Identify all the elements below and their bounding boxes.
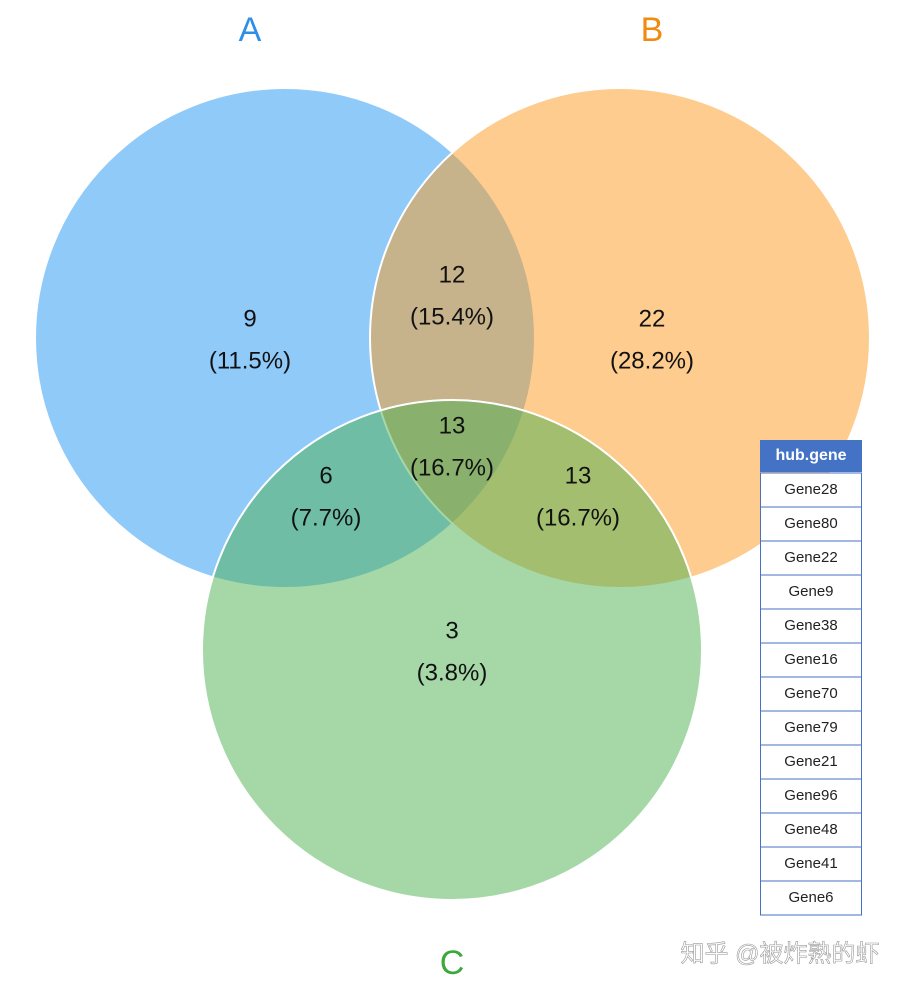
table-cell-text: Gene80 xyxy=(784,515,837,532)
region-count: 22 xyxy=(639,305,666,332)
table-cell xyxy=(760,676,862,712)
table-cell-text: Gene6 xyxy=(788,889,833,906)
table-cell xyxy=(760,778,862,814)
table-cell-text: Gene38 xyxy=(784,617,837,634)
labels: A B C 9 (11.5%) 22 (28.2%) 3 (3.8%) 12 (15.4%) 6 (7.… xyxy=(209,11,694,982)
circles xyxy=(34,87,871,901)
table-header-cell xyxy=(760,440,862,472)
table-cell xyxy=(760,744,862,780)
table-cell-text: Gene9 xyxy=(788,583,833,600)
table-cell xyxy=(760,880,862,916)
region-count: 9 xyxy=(243,305,256,332)
table-cell xyxy=(760,574,862,610)
table-cell xyxy=(760,608,862,644)
region-percent: (15.4%) xyxy=(410,303,494,330)
region-percent: (3.8%) xyxy=(417,659,488,686)
table-cell-text: Gene16 xyxy=(784,651,837,668)
set-label: A xyxy=(239,11,262,49)
table-cell-text: Gene96 xyxy=(784,787,837,804)
region-count: 3 xyxy=(445,617,458,644)
set-label: C xyxy=(440,944,465,982)
table-cell-text: Gene70 xyxy=(784,685,837,702)
table-cell xyxy=(760,506,862,542)
table-header: hub.gene xyxy=(775,447,846,464)
hub-gene-table: hub.gene Gene28 Gene80 Gene22 Gene9 Gene38 Gen… xyxy=(760,440,862,916)
table-cell-text: Gene28 xyxy=(784,481,837,498)
table-cell-text: Gene22 xyxy=(784,549,837,566)
region-count: 12 xyxy=(439,261,466,288)
region-percent: (16.7%) xyxy=(536,504,620,531)
table-cell-text: Gene21 xyxy=(784,753,837,770)
table-cell-text: Gene41 xyxy=(784,855,837,872)
watermark: 知乎 @被炸熟的虾 xyxy=(680,940,879,967)
region-count: 6 xyxy=(319,462,332,489)
table-cell xyxy=(760,812,862,848)
region-count: 13 xyxy=(439,412,466,439)
table-cell xyxy=(760,540,862,576)
set-label: B xyxy=(641,11,664,49)
region-percent: (7.7%) xyxy=(291,504,362,531)
table-cell xyxy=(760,642,862,678)
table-cell-text: Gene48 xyxy=(784,821,837,838)
region-count: 13 xyxy=(565,462,592,489)
region-percent: (28.2%) xyxy=(610,347,694,374)
table-cell-text: Gene79 xyxy=(784,719,837,736)
table-cell xyxy=(760,846,862,882)
set-circle xyxy=(201,399,703,901)
table-cell xyxy=(760,710,862,746)
region-percent: (11.5%) xyxy=(209,347,291,374)
region-percent: (16.7%) xyxy=(410,454,494,481)
table-cell xyxy=(760,472,862,508)
